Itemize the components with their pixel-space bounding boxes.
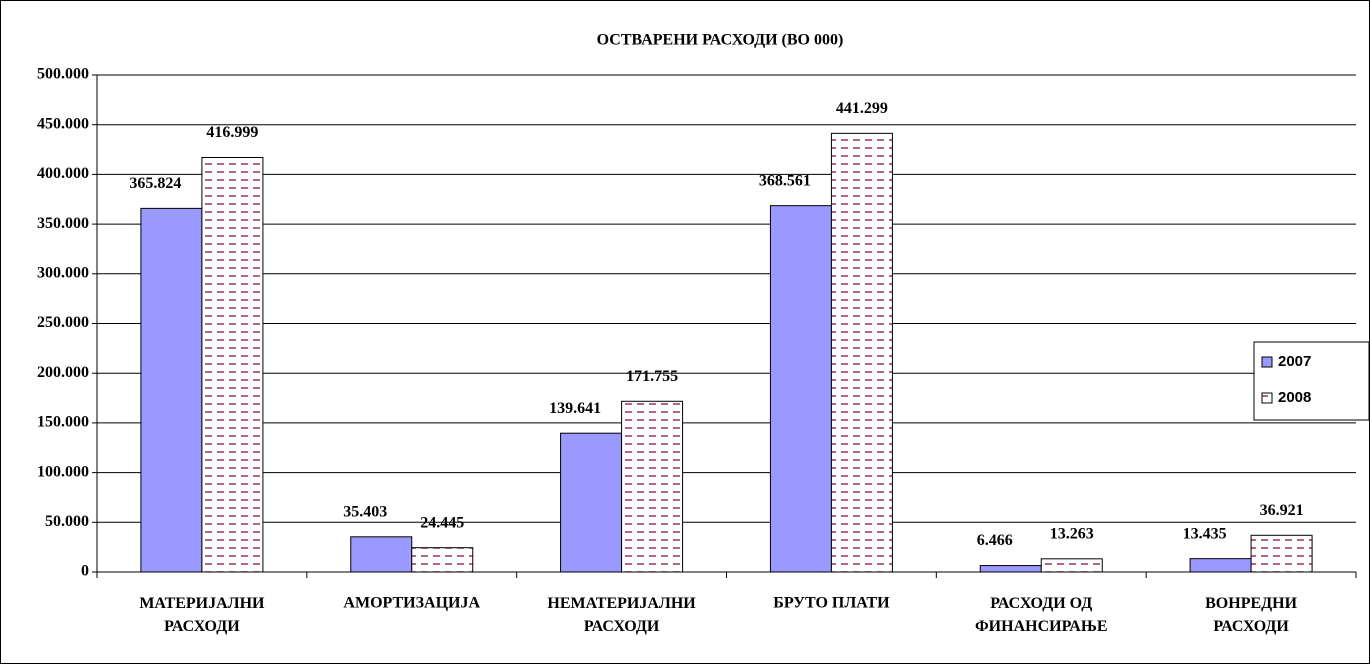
y-tick-label: 500.000 <box>37 66 89 83</box>
bar <box>1250 534 1313 573</box>
y-tick-label: 450.000 <box>37 115 89 132</box>
bar <box>1040 558 1103 573</box>
x-tick-label: ВОНРЕДНИ РАСХОДИ <box>1205 595 1297 635</box>
x-tick-label: АМОРТИЗАЦИЈА <box>343 595 480 612</box>
x-tick-label: РАСХОДИ ОД ФИНАНСИРАЊЕ <box>975 595 1108 635</box>
legend-swatch <box>1261 392 1273 404</box>
data-label: 171.755 <box>626 368 678 385</box>
y-tick-label: 0 <box>81 563 89 580</box>
x-tick-label: БРУТО ПЛАТИ <box>773 595 890 612</box>
y-tick-label: 200.000 <box>37 364 89 381</box>
bar <box>979 565 1042 573</box>
y-tick-label: 350.000 <box>37 215 89 232</box>
y-tick-label: 300.000 <box>37 264 89 281</box>
data-label: 416.999 <box>206 124 258 141</box>
bar <box>769 205 832 573</box>
bar <box>350 536 413 573</box>
data-label: 139.641 <box>549 400 601 417</box>
legend-label: 2008 <box>1278 389 1311 406</box>
legend-label: 2007 <box>1278 353 1311 370</box>
data-label: 13.435 <box>1183 525 1227 542</box>
legend-swatch <box>1261 356 1273 368</box>
data-label: 365.824 <box>129 175 181 192</box>
data-label: 6.466 <box>977 532 1013 549</box>
data-label: 36.921 <box>1260 502 1304 519</box>
data-label: 368.561 <box>759 172 811 189</box>
bar <box>621 400 684 573</box>
chart-title: ОСТВАРЕНИ РАСХОДИ (ВО 000) <box>597 32 844 49</box>
y-tick-label: 150.000 <box>37 414 89 431</box>
y-tick-label: 400.000 <box>37 165 89 182</box>
data-label: 24.445 <box>420 514 464 531</box>
bar <box>140 207 203 573</box>
data-label: 13.263 <box>1050 525 1094 542</box>
y-tick-label: 250.000 <box>37 314 89 331</box>
y-tick-label: 100.000 <box>37 463 89 480</box>
y-tick-label: 50.000 <box>45 513 89 530</box>
bar <box>1189 558 1252 573</box>
data-label: 35.403 <box>343 503 387 520</box>
legend-box <box>1253 341 1370 421</box>
bar <box>201 157 264 573</box>
bar <box>411 547 474 573</box>
x-tick-label: МАТЕРИЈАЛНИ РАСХОДИ <box>139 595 265 635</box>
data-label: 441.299 <box>836 100 888 117</box>
bar <box>560 432 623 573</box>
x-tick-label: НЕМАТЕРИЈАЛНИ РАСХОДИ <box>547 595 696 635</box>
bar <box>830 132 893 573</box>
